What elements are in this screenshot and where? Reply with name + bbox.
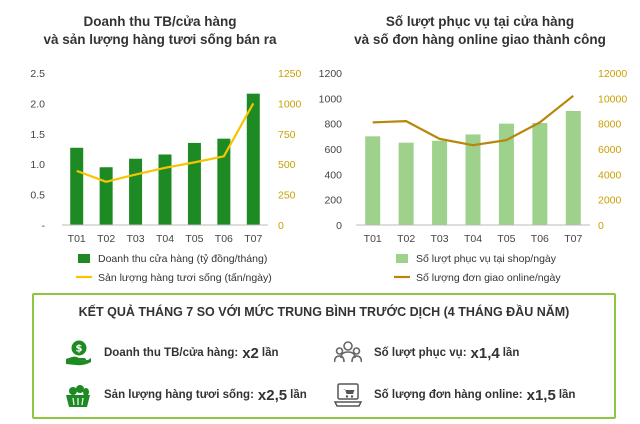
y-left-tick-label: 1.5 xyxy=(30,129,45,141)
bar xyxy=(398,142,414,225)
kpi-visits: Số lượt phục vụ: x1,4 lần xyxy=(334,339,519,367)
y-right-tick-label: 8000 xyxy=(598,119,622,131)
x-tick-label: T07 xyxy=(244,233,262,245)
y-right-tick-label: 750 xyxy=(278,129,296,141)
kpi-unit: lần xyxy=(290,389,307,401)
legend-label: Số lượt phục vụ tại shop/ngày xyxy=(416,253,557,265)
y-left-tick-label: 800 xyxy=(324,119,342,131)
bar xyxy=(498,123,514,225)
y-left-tick-label: 0.5 xyxy=(30,190,45,202)
legend-label: Doanh thu cửa hàng (tỷ đồng/tháng) xyxy=(98,253,267,265)
charts-area: Doanh thu TB/cửa hàng và sản lượng hàng t… xyxy=(30,14,628,284)
x-tick-label: T01 xyxy=(364,233,382,245)
kpi-revenue: $ Doanh thu TB/cửa hàng: x2 lần xyxy=(64,339,279,367)
y-right-tick-label: 0 xyxy=(598,220,604,232)
y-right-tick-label: 4000 xyxy=(598,169,622,181)
x-tick-label: T06 xyxy=(531,233,549,245)
y-left-tick-label: 2.5 xyxy=(30,68,45,80)
x-tick-label: T03 xyxy=(127,233,145,245)
bar xyxy=(532,123,548,225)
people-icon xyxy=(334,341,362,363)
y-right-tick-label: 1000 xyxy=(278,98,302,110)
svg-text:$: $ xyxy=(76,344,83,355)
kpi-label: Sản lượng hàng tươi sống: xyxy=(104,389,254,401)
kpi-label: Doanh thu TB/cửa hàng: xyxy=(104,347,239,359)
x-tick-label: T03 xyxy=(431,233,449,245)
summary-title: KẾT QUẢ THÁNG 7 SO VỚI MỨC TRUNG BÌNH TR… xyxy=(78,305,570,319)
legend-label: Số lượng đơn giao online/ngày xyxy=(416,272,561,284)
bar xyxy=(365,136,381,225)
kpi-fresh-produce: Sản lượng hàng tươi sống: x2,5 lần xyxy=(64,381,307,409)
y-left-tick-label: 1200 xyxy=(319,68,343,80)
kpi-multiplier: x2,5 xyxy=(257,386,288,404)
chart-title-line: Doanh thu TB/cửa hàng xyxy=(83,14,236,29)
chart-title-line: và sản lượng hàng tươi sống bán ra xyxy=(43,32,277,47)
kpi-multiplier: x2 xyxy=(242,344,259,362)
kpi-unit: lần xyxy=(502,347,520,359)
bar xyxy=(465,134,481,225)
y-right-tick-label: 0 xyxy=(278,220,284,232)
bar xyxy=(70,147,84,225)
x-tick-label: T01 xyxy=(68,233,86,245)
x-tick-label: T04 xyxy=(156,233,174,245)
y-right-tick-label: 500 xyxy=(278,159,296,171)
bar xyxy=(246,93,260,225)
x-tick-label: T05 xyxy=(497,233,515,245)
chart-title-line: Số lượt phục vụ tại cửa hàng xyxy=(386,14,574,29)
kpi-unit: lần xyxy=(558,389,576,401)
series-line xyxy=(76,102,255,183)
bar xyxy=(187,142,201,225)
chart-title-line: và số đơn hàng online giao thành công xyxy=(354,32,606,47)
legend-swatch-bar xyxy=(78,254,90,263)
kpi-multiplier: x1,4 xyxy=(470,344,500,362)
bar xyxy=(432,140,448,225)
y-right-tick-label: 1250 xyxy=(278,68,302,80)
series-line xyxy=(372,94,574,147)
online-order-icon xyxy=(334,383,362,407)
x-tick-label: T02 xyxy=(397,233,415,245)
kpi-online-orders: Số lượng đơn hàng online: x1,5 lần xyxy=(334,381,575,409)
y-right-tick-label: 6000 xyxy=(598,144,622,156)
y-left-tick-label: 600 xyxy=(324,144,342,156)
y-right-tick-label: 2000 xyxy=(598,195,622,207)
y-right-tick-label: 12000 xyxy=(598,68,627,80)
money-hand-icon: $ xyxy=(66,340,91,366)
legend-swatch-bar xyxy=(396,254,408,263)
y-left-tick-label: 200 xyxy=(324,195,342,207)
y-left-tick-label: 1.0 xyxy=(30,159,45,171)
produce-basket-icon xyxy=(66,385,90,407)
y-left-tick-label: 400 xyxy=(324,169,342,181)
chart-right: Số lượt phục vụ tại cửa hàng và số đơn hà… xyxy=(319,14,628,284)
x-tick-label: T05 xyxy=(185,233,203,245)
y-right-tick-label: 10000 xyxy=(598,93,627,105)
bar xyxy=(158,154,172,225)
x-tick-label: T07 xyxy=(564,233,582,245)
bar xyxy=(129,158,143,225)
bar xyxy=(99,167,113,225)
bar xyxy=(565,111,581,225)
y-left-tick-label: 2.0 xyxy=(30,98,45,110)
kpi-label: Số lượng đơn hàng online: xyxy=(374,389,523,401)
y-left-tick-label: - xyxy=(42,220,46,232)
x-tick-label: T06 xyxy=(215,233,233,245)
y-left-tick-label: 1000 xyxy=(319,93,343,105)
kpi-multiplier: x1,5 xyxy=(526,386,556,404)
x-tick-label: T04 xyxy=(464,233,482,245)
summary-box: KẾT QUẢ THÁNG 7 SO VỚI MỨC TRUNG BÌNH TR… xyxy=(32,293,616,419)
kpi-unit: lần xyxy=(261,347,279,359)
bar xyxy=(217,138,231,225)
y-left-tick-label: 0 xyxy=(336,220,342,232)
x-tick-label: T02 xyxy=(97,233,115,245)
kpi-label: Số lượt phục vụ: xyxy=(374,347,467,359)
y-right-tick-label: 250 xyxy=(278,190,296,202)
chart-left: Doanh thu TB/cửa hàng và sản lượng hàng t… xyxy=(30,14,301,284)
legend-label: Sản lượng hàng tươi sống (tấn/ngày) xyxy=(98,272,272,284)
